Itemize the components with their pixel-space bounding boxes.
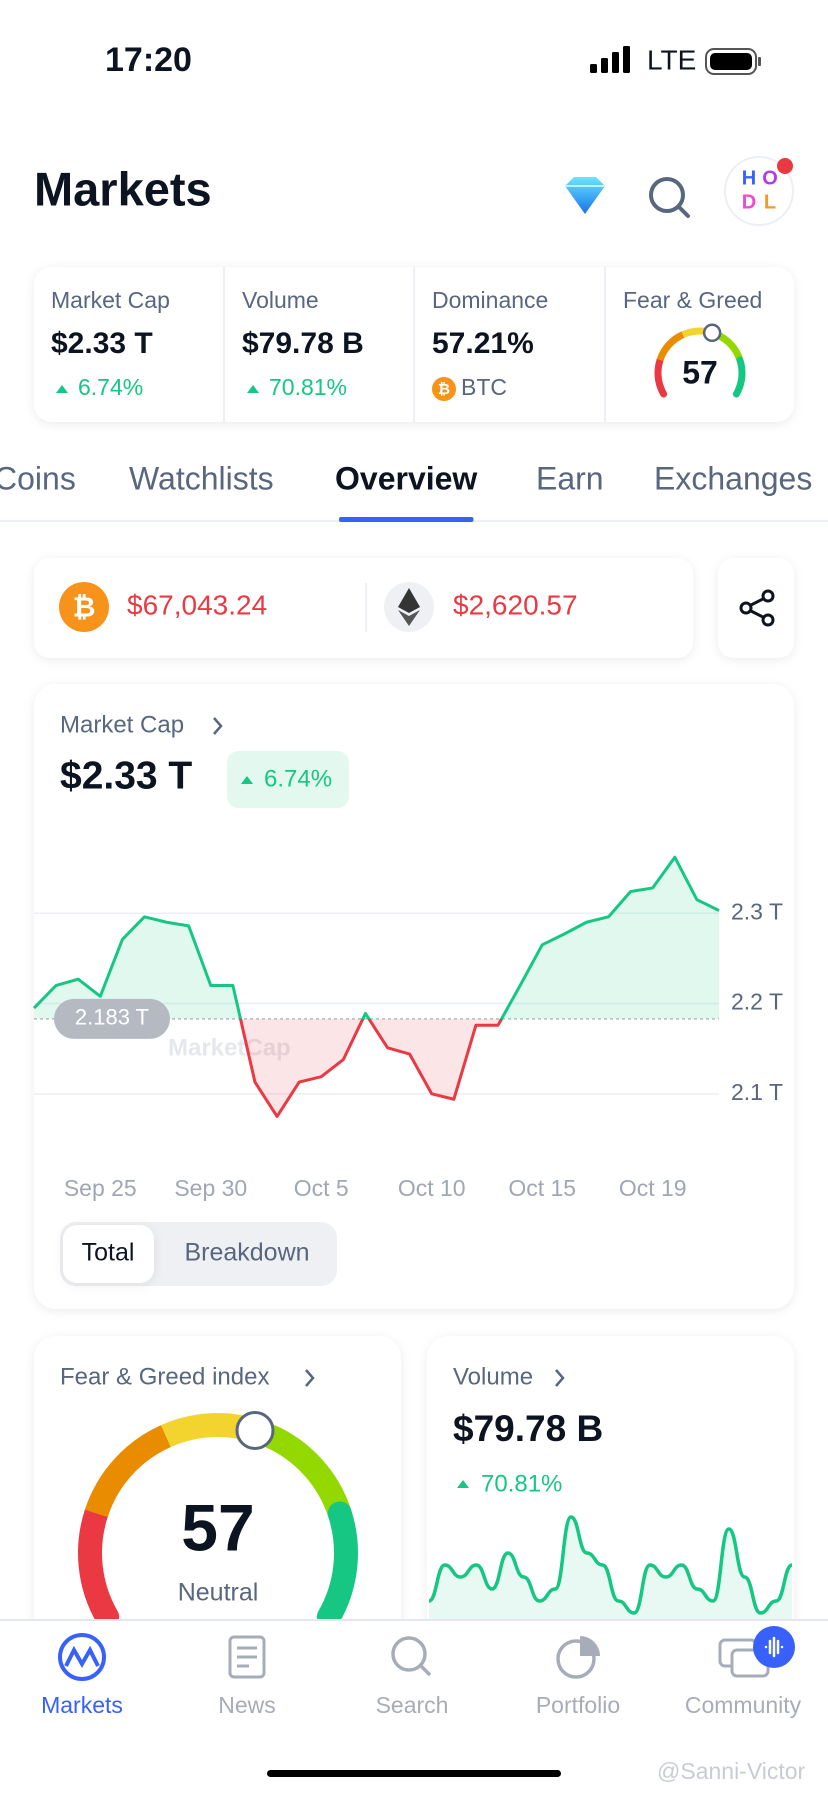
y-tick-label: 2.3 T — [731, 898, 783, 924]
x-tick-label: Sep 25 — [64, 1175, 137, 1201]
nav-label: Community — [685, 1692, 802, 1718]
gauge-knob — [235, 1410, 275, 1450]
tab[interactable]: Earn — [536, 460, 604, 496]
stat-value: 57.21% — [432, 327, 534, 360]
stat-dominance[interactable]: Dominance 57.21% ₿ BTC — [432, 287, 548, 401]
nav-search[interactable]: Search — [376, 1636, 449, 1718]
stat-label: Dominance — [432, 287, 548, 313]
area — [34, 857, 719, 1117]
avatar-letter: O — [762, 167, 778, 189]
stat-value: $2.33 T — [51, 327, 153, 360]
stat-change: 70.81% — [269, 374, 347, 400]
diamond-button[interactable] — [565, 177, 605, 214]
stats-dividers — [223, 267, 606, 422]
stat-label: Volume — [242, 287, 319, 313]
btc-icon — [59, 582, 109, 632]
nav-portfolio[interactable]: Portfolio — [536, 1636, 620, 1718]
nav-label: Portfolio — [536, 1692, 620, 1718]
search-button[interactable] — [649, 177, 690, 218]
svg-text:₿: ₿ — [73, 591, 96, 622]
gauge-segment — [78, 1501, 120, 1629]
card-change: 70.81% — [481, 1470, 562, 1497]
x-tick-label: Oct 15 — [508, 1175, 576, 1201]
tab[interactable]: Overview — [335, 460, 477, 496]
nav-news[interactable]: News — [218, 1635, 276, 1718]
gauge-segment — [732, 356, 746, 398]
network-label: LTE — [647, 44, 696, 75]
svg-text:₿: ₿ — [438, 381, 450, 398]
toggle-option[interactable]: Total — [82, 1239, 135, 1267]
bottom-nav — [0, 1620, 828, 1796]
nav-label: Markets — [41, 1692, 123, 1718]
stat-sub: BTC — [461, 374, 507, 400]
btc-price[interactable]: $67,043.24 — [127, 589, 267, 620]
tab[interactable]: Watchlists — [129, 460, 274, 496]
gauge-segment — [656, 331, 685, 362]
battery-icon — [705, 48, 761, 75]
tab[interactable]: Coins — [0, 460, 76, 496]
avatar-letter: L — [764, 191, 776, 213]
area — [429, 1517, 792, 1625]
avatar-letter: H — [742, 167, 756, 189]
nav-community[interactable]: Community — [685, 1626, 802, 1718]
x-tick-label: Oct 5 — [294, 1175, 349, 1201]
eth-price[interactable]: $2,620.57 — [453, 589, 578, 620]
nav-label: Search — [376, 1692, 449, 1718]
x-tick-label: Sep 30 — [174, 1175, 247, 1201]
status-time: 17:20 — [105, 41, 192, 79]
price-card — [34, 558, 693, 658]
signal-icon — [590, 46, 630, 73]
line — [428, 1515, 793, 1615]
toggle-option[interactable]: Breakdown — [184, 1239, 309, 1267]
gauge-segment — [84, 1425, 172, 1518]
card-title[interactable]: Fear & Greed index — [60, 1363, 269, 1390]
stat-change: 6.74% — [78, 374, 143, 400]
avatar-letter: D — [742, 191, 756, 213]
share-button[interactable] — [718, 558, 794, 658]
y-tick-label: 2.2 T — [731, 989, 783, 1015]
gauge-value: 57 — [181, 1490, 254, 1564]
tab[interactable]: Exchanges — [654, 460, 812, 496]
eth-icon — [384, 582, 434, 632]
fear-greed-card — [34, 1336, 401, 1656]
x-tick-label: Oct 10 — [398, 1175, 466, 1201]
stat-label: Market Cap — [51, 287, 170, 313]
gauge-label: Neutral — [178, 1579, 259, 1607]
stat-label: Fear & Greed — [623, 287, 762, 313]
baseline-pill — [54, 998, 170, 1039]
x-tick-label: Oct 19 — [619, 1175, 687, 1201]
gauge-segment — [654, 356, 668, 398]
stat-volume[interactable]: Volume $79.78 B 70.81% — [242, 287, 364, 400]
stat-fear-greed[interactable]: Fear & Greed 57 — [623, 287, 762, 398]
gauge-segment — [316, 1501, 358, 1629]
avatar-button[interactable]: H O D L — [724, 156, 794, 226]
nav-label: News — [218, 1692, 276, 1718]
baseline-label: 2.183 T — [75, 1005, 149, 1030]
home-indicator — [267, 1770, 561, 1777]
notification-dot — [777, 158, 793, 174]
stat-market-cap[interactable]: Market Cap $2.33 T 6.74% — [51, 287, 170, 400]
y-tick-label: 2.1 T — [731, 1079, 783, 1105]
tab-indicator — [339, 517, 474, 522]
card-value: $79.78 B — [453, 1408, 603, 1449]
card-change: 6.74% — [264, 765, 332, 792]
nav-markets[interactable]: Markets — [41, 1633, 123, 1718]
stat-value: $79.78 B — [242, 327, 364, 360]
card-title[interactable]: Market Cap — [60, 711, 184, 738]
stat-value: 57 — [682, 354, 718, 390]
card-title[interactable]: Volume — [453, 1363, 533, 1390]
watermark: @Sanni-Victor — [657, 1758, 806, 1784]
line — [32, 855, 720, 1118]
card-value: $2.33 T — [60, 754, 192, 797]
gauge-knob — [702, 323, 722, 343]
page-title: Markets — [34, 162, 212, 215]
market-cap-card — [34, 684, 794, 1309]
